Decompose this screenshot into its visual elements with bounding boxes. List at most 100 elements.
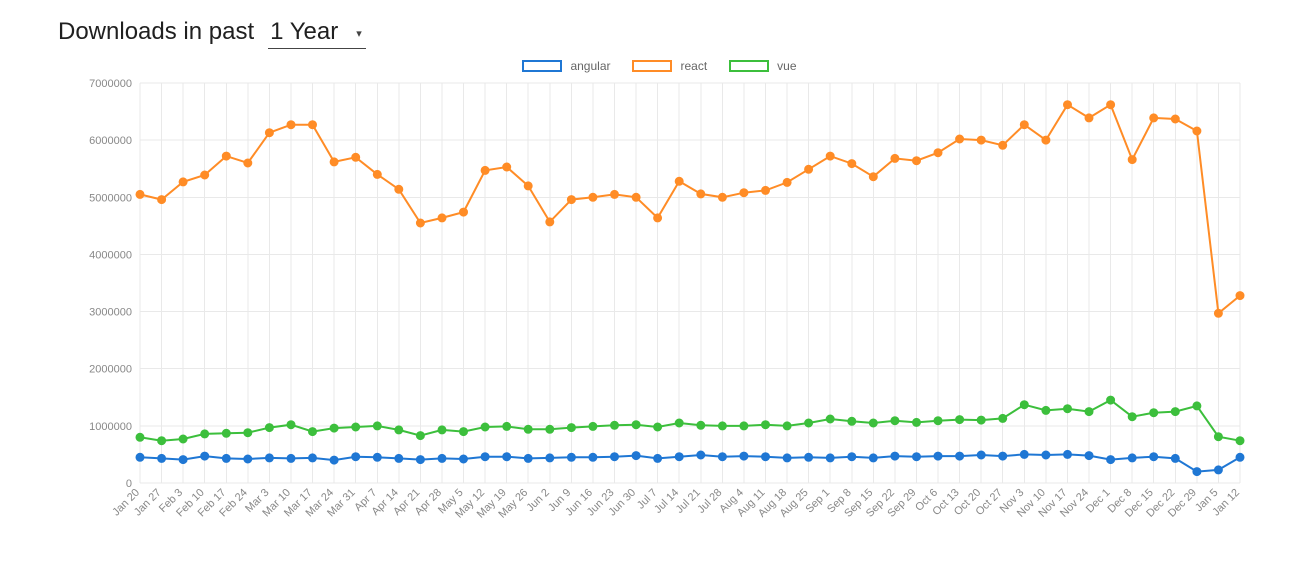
- data-point[interactable]: [1236, 453, 1244, 461]
- data-point[interactable]: [826, 415, 834, 423]
- data-point[interactable]: [1149, 114, 1157, 122]
- data-point[interactable]: [1236, 292, 1244, 300]
- data-point[interactable]: [524, 454, 532, 462]
- data-point[interactable]: [438, 214, 446, 222]
- data-point[interactable]: [1128, 454, 1136, 462]
- data-point[interactable]: [330, 158, 338, 166]
- data-point[interactable]: [567, 424, 575, 432]
- data-point[interactable]: [524, 425, 532, 433]
- data-point[interactable]: [438, 454, 446, 462]
- data-point[interactable]: [459, 208, 467, 216]
- data-point[interactable]: [1192, 127, 1200, 135]
- data-point[interactable]: [653, 423, 661, 431]
- data-point[interactable]: [696, 421, 704, 429]
- data-point[interactable]: [977, 416, 985, 424]
- data-point[interactable]: [632, 452, 640, 460]
- data-point[interactable]: [157, 437, 165, 445]
- data-point[interactable]: [955, 416, 963, 424]
- data-point[interactable]: [998, 414, 1006, 422]
- data-point[interactable]: [136, 433, 144, 441]
- data-point[interactable]: [502, 422, 510, 430]
- data-point[interactable]: [200, 452, 208, 460]
- data-point[interactable]: [1085, 114, 1093, 122]
- data-point[interactable]: [1063, 450, 1071, 458]
- data-point[interactable]: [718, 193, 726, 201]
- data-point[interactable]: [200, 430, 208, 438]
- data-point[interactable]: [1041, 406, 1049, 414]
- data-point[interactable]: [545, 454, 553, 462]
- data-point[interactable]: [1149, 409, 1157, 417]
- data-point[interactable]: [1171, 408, 1179, 416]
- data-point[interactable]: [373, 422, 381, 430]
- data-point[interactable]: [826, 152, 834, 160]
- data-point[interactable]: [200, 171, 208, 179]
- data-point[interactable]: [1192, 468, 1200, 476]
- data-point[interactable]: [287, 421, 295, 429]
- data-point[interactable]: [157, 196, 165, 204]
- data-point[interactable]: [1192, 402, 1200, 410]
- data-point[interactable]: [890, 154, 898, 162]
- data-point[interactable]: [481, 423, 489, 431]
- data-point[interactable]: [287, 454, 295, 462]
- data-point[interactable]: [179, 178, 187, 186]
- data-point[interactable]: [545, 425, 553, 433]
- data-point[interactable]: [998, 141, 1006, 149]
- data-point[interactable]: [287, 121, 295, 129]
- data-point[interactable]: [826, 454, 834, 462]
- data-point[interactable]: [610, 421, 618, 429]
- legend-item-angular[interactable]: angular: [522, 59, 610, 73]
- legend-item-react[interactable]: react: [632, 59, 707, 73]
- data-point[interactable]: [567, 453, 575, 461]
- data-point[interactable]: [912, 418, 920, 426]
- data-point[interactable]: [308, 428, 316, 436]
- data-point[interactable]: [869, 419, 877, 427]
- data-point[interactable]: [502, 163, 510, 171]
- data-point[interactable]: [610, 190, 618, 198]
- data-point[interactable]: [1020, 401, 1028, 409]
- data-point[interactable]: [696, 190, 704, 198]
- data-point[interactable]: [330, 456, 338, 464]
- data-point[interactable]: [1041, 451, 1049, 459]
- data-point[interactable]: [1171, 454, 1179, 462]
- data-point[interactable]: [243, 429, 251, 437]
- data-point[interactable]: [869, 454, 877, 462]
- data-point[interactable]: [459, 428, 467, 436]
- data-point[interactable]: [1041, 136, 1049, 144]
- data-point[interactable]: [632, 421, 640, 429]
- data-point[interactable]: [739, 189, 747, 197]
- data-point[interactable]: [1128, 413, 1136, 421]
- data-point[interactable]: [934, 417, 942, 425]
- data-point[interactable]: [1214, 309, 1222, 317]
- data-point[interactable]: [481, 453, 489, 461]
- data-point[interactable]: [1063, 101, 1071, 109]
- data-point[interactable]: [222, 429, 230, 437]
- data-point[interactable]: [977, 136, 985, 144]
- data-point[interactable]: [588, 193, 596, 201]
- data-point[interactable]: [1020, 450, 1028, 458]
- data-point[interactable]: [653, 214, 661, 222]
- data-point[interactable]: [653, 454, 661, 462]
- data-point[interactable]: [308, 121, 316, 129]
- data-point[interactable]: [847, 160, 855, 168]
- data-point[interactable]: [783, 178, 791, 186]
- data-point[interactable]: [696, 451, 704, 459]
- data-point[interactable]: [761, 453, 769, 461]
- data-point[interactable]: [739, 422, 747, 430]
- data-point[interactable]: [265, 424, 273, 432]
- data-point[interactable]: [502, 453, 510, 461]
- data-point[interactable]: [955, 452, 963, 460]
- data-point[interactable]: [136, 190, 144, 198]
- data-point[interactable]: [524, 182, 532, 190]
- data-point[interactable]: [416, 456, 424, 464]
- data-point[interactable]: [718, 422, 726, 430]
- data-point[interactable]: [761, 421, 769, 429]
- data-point[interactable]: [912, 453, 920, 461]
- data-point[interactable]: [351, 153, 359, 161]
- data-point[interactable]: [1085, 408, 1093, 416]
- data-point[interactable]: [804, 419, 812, 427]
- data-point[interactable]: [1214, 433, 1222, 441]
- data-point[interactable]: [977, 451, 985, 459]
- data-point[interactable]: [1214, 466, 1222, 474]
- data-point[interactable]: [955, 135, 963, 143]
- data-point[interactable]: [912, 157, 920, 165]
